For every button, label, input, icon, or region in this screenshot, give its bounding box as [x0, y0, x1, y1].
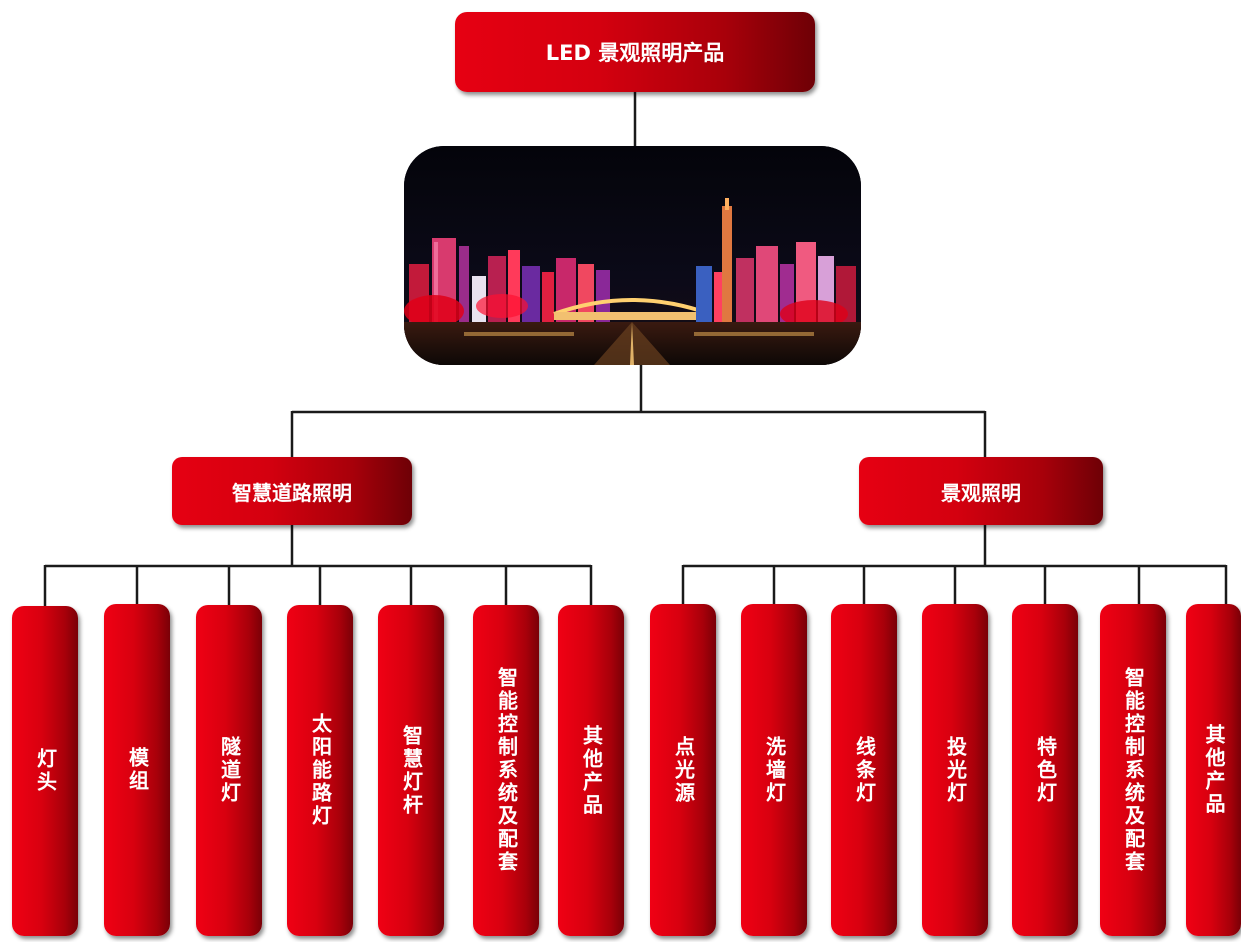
leaf-lamp-head: 灯头: [12, 606, 78, 936]
category-label: 景观照明: [941, 480, 1021, 505]
category-label: 智慧道路照明: [232, 480, 352, 505]
leaf-tunnel-light: 隧道灯: [196, 605, 262, 936]
leaf-other-products: 其他产品: [1186, 604, 1241, 936]
leaf-label: 隧道灯: [217, 736, 242, 805]
city-skyline-graphic: [404, 146, 861, 365]
leaf-linear-light: 线条灯: [831, 604, 897, 936]
leaf-wall-washer: 洗墙灯: [741, 604, 807, 936]
leaf-flood-light: 投光灯: [922, 604, 988, 936]
city-night-skyline-image: [404, 146, 861, 365]
category-landscape-lighting: 景观照明: [859, 457, 1103, 525]
leaf-smart-control-system: 智能控制系统及配套: [473, 605, 539, 936]
leaf-smart-light-pole: 智慧灯杆: [378, 605, 444, 936]
leaf-label: 点光源: [671, 735, 696, 805]
leaf-label: 其他产品: [1202, 724, 1226, 816]
root-node: LED 景观照明产品: [455, 12, 815, 92]
leaf-label: 线条灯: [852, 735, 877, 805]
leaf-label: 太阳能路灯: [308, 713, 333, 828]
leaf-label: 洗墙灯: [762, 735, 787, 805]
leaf-label: 特色灯: [1033, 735, 1058, 805]
leaf-special-light: 特色灯: [1012, 604, 1078, 936]
leaf-label: 智能控制系统及配套: [1121, 666, 1146, 874]
leaf-label: 智慧灯杆: [399, 724, 424, 817]
leaf-label: 智能控制系统及配套: [494, 667, 519, 874]
leaf-other-products: 其他产品: [558, 605, 624, 936]
leaf-smart-control-system: 智能控制系统及配套: [1100, 604, 1166, 936]
leaf-label: 模组: [125, 747, 150, 793]
leaf-point-light: 点光源: [650, 604, 716, 936]
leaf-label: 其他产品: [579, 724, 604, 817]
leaf-module: 模组: [104, 604, 170, 936]
category-smart-road-lighting: 智慧道路照明: [172, 457, 412, 525]
root-label: LED 景观照明产品: [545, 41, 725, 65]
leaf-solar-street-light: 太阳能路灯: [287, 605, 353, 936]
leaf-label: 灯头: [33, 748, 58, 794]
leaf-label: 投光灯: [943, 735, 968, 805]
